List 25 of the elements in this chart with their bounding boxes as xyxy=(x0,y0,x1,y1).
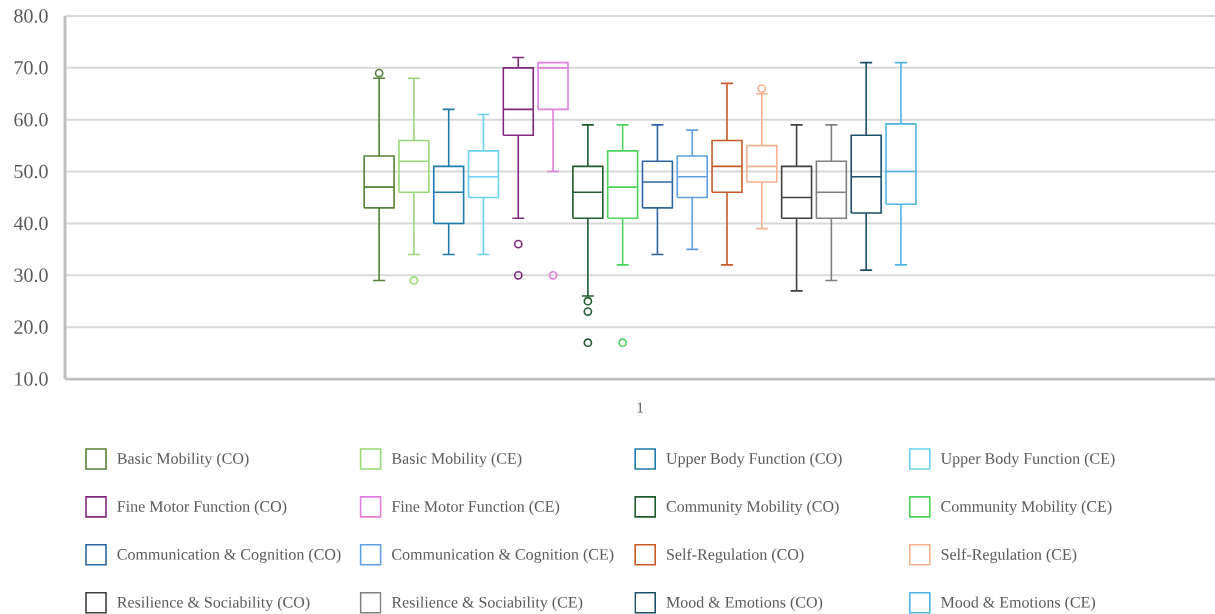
legend-label: Basic Mobility (CE) xyxy=(391,452,522,468)
legend-label: Community Mobility (CE) xyxy=(941,500,1112,516)
legend-label: Communication & Cognition (CE) xyxy=(392,548,614,564)
legend-label: Upper Body Function (CE) xyxy=(940,452,1115,468)
legend-label: Upper Body Function (CO) xyxy=(666,452,842,468)
x-tick-label: 1 xyxy=(637,402,643,413)
legend-label: Self-Regulation (CE) xyxy=(941,548,1077,564)
legend-label: Communication & Cognition (CO) xyxy=(117,548,341,564)
legend-label: Self-Regulation (CO) xyxy=(667,548,804,564)
y-tick-label: 60.0 xyxy=(14,112,48,127)
y-tick-label: 10.0 xyxy=(15,372,48,386)
legend-label: Fine Motor Function (CE) xyxy=(391,500,560,516)
y-tick-label: 20.0 xyxy=(14,320,48,334)
legend-label: Mood & Emotions (CO) xyxy=(666,596,823,611)
y-tick-label: 40.0 xyxy=(13,216,48,231)
y-tick-label: 80.0 xyxy=(14,9,48,23)
legend-label: Fine Motor Function (CO) xyxy=(117,500,287,516)
legend-label: Resilience & Sociability (CE) xyxy=(391,596,583,611)
y-tick-label: 70.0 xyxy=(14,61,48,75)
legend-label: Resilience & Sociability (CO) xyxy=(117,596,310,611)
y-tick-label: 30.0 xyxy=(14,268,48,283)
legend-label: Mood & Emotions (CE) xyxy=(941,596,1095,611)
legend-label: Community Mobility (CO) xyxy=(666,500,839,516)
legend-label: Basic Mobility (CO) xyxy=(117,452,249,468)
y-tick-label: 50.0 xyxy=(14,164,48,179)
